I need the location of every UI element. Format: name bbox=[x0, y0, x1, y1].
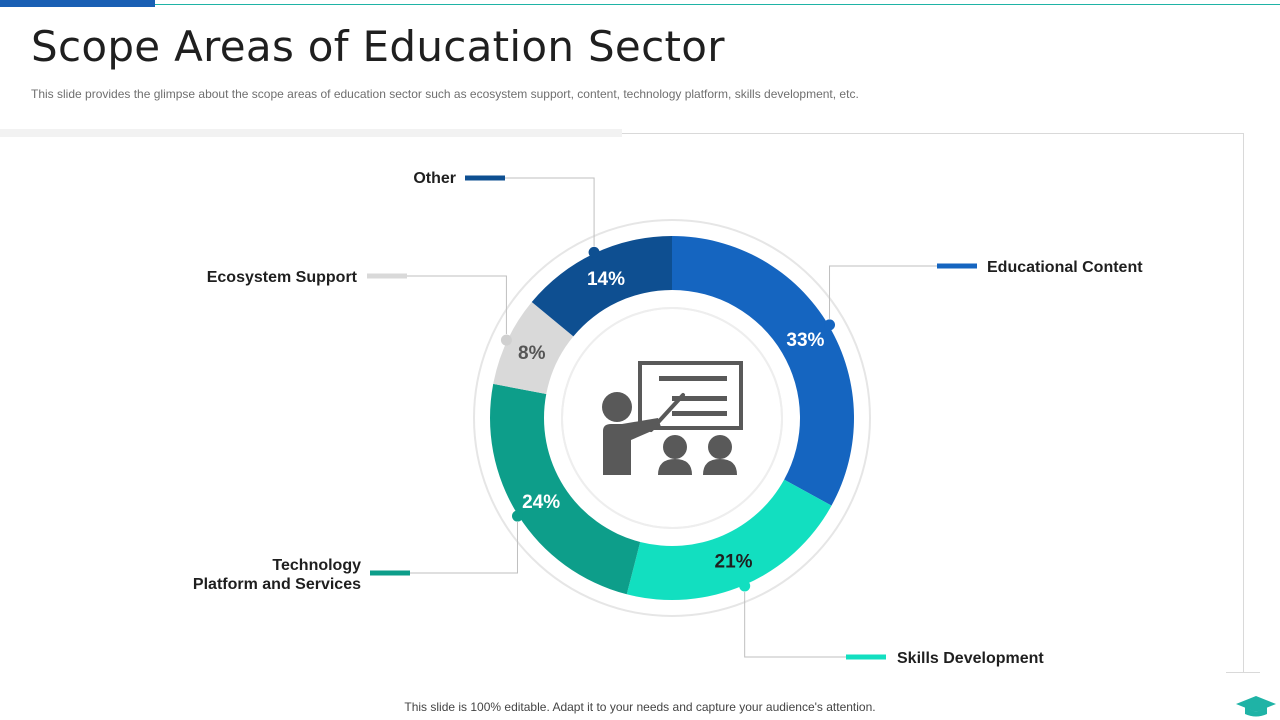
leader-line-skills-development bbox=[744, 591, 846, 658]
outer-ring bbox=[473, 219, 871, 617]
value-label-other: 14% bbox=[587, 269, 625, 290]
graduation-cap-icon bbox=[1236, 696, 1276, 717]
teacher-presentation-icon bbox=[602, 361, 743, 475]
leader-line-educational-content bbox=[829, 265, 937, 319]
value-label-skills-development: 21% bbox=[715, 551, 753, 572]
legend-swatch-ecosystem-support bbox=[367, 273, 407, 279]
legend-label-ecosystem-support: Ecosystem Support bbox=[207, 269, 358, 286]
legend-layer: Educational Content Skills Development Tec… bbox=[193, 170, 1143, 667]
leader-dot-technology-platform-and-services bbox=[511, 510, 523, 522]
legend-swatch-technology-platform-and-services bbox=[370, 570, 410, 576]
page-title: Scope Areas of Education Sector bbox=[31, 22, 725, 71]
legend-label-technology-platform-and-services: Technology Platform and Services bbox=[193, 557, 361, 593]
slices-layer bbox=[473, 219, 871, 617]
header-band bbox=[0, 129, 622, 137]
top-rule bbox=[155, 4, 1280, 5]
top-accent-bar bbox=[0, 0, 155, 7]
slice-technology-platform-and-services bbox=[490, 383, 641, 595]
frame-right-line bbox=[1243, 133, 1244, 673]
page-subtitle: This slide provides the glimpse about th… bbox=[31, 87, 859, 101]
legend-swatch-educational-content bbox=[937, 263, 977, 269]
legend-swatch-skills-development bbox=[846, 654, 886, 660]
frame-foot-line bbox=[1226, 672, 1260, 673]
hole-ring bbox=[561, 307, 783, 529]
legend-label-other: Other bbox=[413, 170, 456, 187]
value-labels-layer: 33% 21% 24% 8% 14% bbox=[518, 269, 825, 573]
leader-line-technology-platform-and-services bbox=[410, 522, 518, 574]
footer-note: This slide is 100% editable. Adapt it to… bbox=[404, 700, 876, 714]
value-label-ecosystem-support: 8% bbox=[518, 343, 546, 364]
value-label-educational-content: 33% bbox=[786, 330, 824, 351]
slice-other bbox=[531, 236, 672, 337]
leader-line-other bbox=[505, 177, 595, 247]
leader-dot-other bbox=[588, 246, 600, 258]
value-label-technology-platform-and-services: 24% bbox=[522, 492, 560, 513]
slice-educational-content bbox=[672, 236, 854, 506]
legend-label-educational-content: Educational Content bbox=[987, 259, 1143, 276]
leader-dot-skills-development bbox=[739, 580, 751, 592]
leader-dot-ecosystem-support bbox=[500, 334, 512, 346]
slice-ecosystem-support bbox=[493, 301, 574, 395]
slice-skills-development bbox=[626, 479, 832, 601]
legend-swatch-other bbox=[465, 175, 505, 181]
legend-label-skills-development: Skills Development bbox=[897, 650, 1044, 667]
leader-line-ecosystem-support bbox=[407, 275, 507, 335]
leader-dot-educational-content bbox=[824, 319, 836, 331]
leaders-layer bbox=[407, 177, 937, 658]
frame-top-line bbox=[622, 133, 1243, 134]
donut-hole bbox=[564, 310, 780, 526]
